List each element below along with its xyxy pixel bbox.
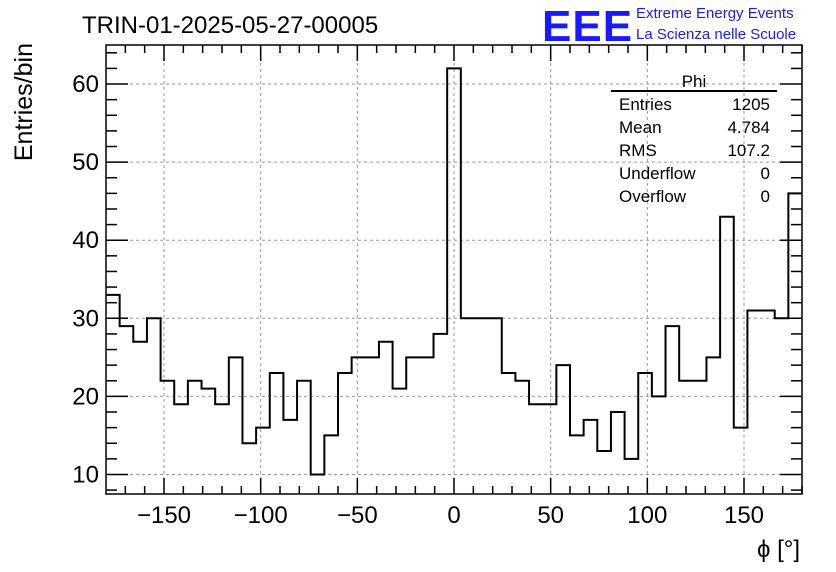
histogram-bin: [461, 318, 475, 494]
histogram-bin: [775, 318, 789, 494]
histogram-bin: [434, 334, 448, 494]
stats-row-value: 0: [761, 187, 770, 206]
x-axis-label: ϕ [°]: [757, 536, 800, 563]
y-axis-label: Entries/bin: [10, 43, 38, 161]
y-tick-label: 10: [72, 461, 99, 488]
histogram-bin: [488, 318, 502, 494]
histogram-bin: [311, 474, 325, 494]
logo-line-1: Extreme Energy Events: [636, 5, 794, 22]
histogram-bin: [174, 404, 188, 494]
histogram-bin: [679, 381, 693, 494]
stats-row-label: Mean: [619, 118, 662, 137]
histogram-bin: [215, 404, 229, 494]
stats-row-value: 0: [761, 164, 770, 183]
x-tick-label: −50: [337, 502, 378, 529]
histogram-bin: [229, 357, 243, 494]
histogram-bin: [666, 326, 680, 494]
histogram-bin: [543, 404, 557, 494]
stats-row-value: 4.784: [727, 118, 770, 137]
histogram-bin: [638, 373, 652, 494]
y-tick-label: 50: [72, 149, 99, 176]
stats-box: Phi Entries 1205 Mean 4.784 RMS 107.2 Underflo…: [611, 72, 777, 206]
histogram-bin: [120, 326, 134, 494]
eee-logo: EEE Extreme Energy Events La Scienza nel…: [542, 2, 796, 51]
y-tick-label: 30: [72, 305, 99, 332]
histogram-bin: [529, 404, 543, 494]
histogram-bin: [788, 193, 802, 494]
histogram-bin: [393, 389, 407, 494]
grid: [106, 45, 802, 494]
histogram-bin: [188, 381, 202, 494]
histogram-bin: [693, 381, 707, 494]
histogram-bin: [242, 443, 256, 494]
stats-row-value: 1205: [732, 95, 770, 114]
histogram-bin: [706, 357, 720, 494]
chart-title: TRIN-01-2025-05-27-00005: [82, 12, 378, 39]
histogram-bin: [379, 342, 393, 494]
stats-row-label: Overflow: [619, 187, 687, 206]
histogram-bin: [502, 373, 516, 494]
histogram-bin: [365, 357, 379, 494]
histogram-bin: [625, 459, 639, 494]
histogram-bin: [324, 435, 338, 494]
y-tick-label: 40: [72, 227, 99, 254]
x-tick-label: −150: [137, 502, 191, 529]
histogram-bin: [338, 373, 352, 494]
histogram-bin: [161, 381, 175, 494]
histogram-bin: [420, 357, 434, 494]
stats-row-label: Entries: [619, 95, 672, 114]
histogram-bin: [270, 373, 284, 494]
histogram-bin: [570, 435, 584, 494]
stats-row-label: RMS: [619, 141, 657, 160]
x-tick-label: −100: [234, 502, 288, 529]
histogram-bin: [406, 357, 420, 494]
stats-row-label: Underflow: [619, 164, 696, 183]
x-tick-label: 100: [627, 502, 667, 529]
histogram-bin: [202, 389, 216, 494]
histogram-bin: [720, 217, 734, 494]
histogram-bin: [133, 342, 147, 494]
histogram-bin: [747, 310, 761, 494]
histogram-bin: [147, 318, 161, 494]
y-tick-label: 60: [72, 71, 99, 98]
histogram-bin: [106, 295, 120, 494]
histogram-bin: [297, 381, 311, 494]
stats-rows: Entries 1205 Mean 4.784 RMS 107.2 Underflow 0 Ov…: [619, 95, 770, 206]
stats-row-value: 107.2: [727, 141, 770, 160]
x-tick-label: 150: [724, 502, 764, 529]
histogram-bin: [584, 420, 598, 494]
histogram-outline: [106, 67, 802, 476]
histogram-bin: [515, 381, 529, 494]
histogram-bin: [734, 428, 748, 494]
histogram-bin: [761, 310, 775, 494]
histogram-bin: [256, 428, 270, 494]
histogram-bin: [474, 318, 488, 494]
x-axis-ticks: −150 −100 −50 0 50 100 150: [124, 45, 803, 529]
stats-title: Phi: [682, 72, 707, 91]
logo-mark: EEE: [542, 2, 633, 51]
histogram-bin: [611, 412, 625, 494]
logo-line-2: La Scienza nelle Scuole: [636, 26, 796, 43]
x-tick-label: 0: [447, 502, 460, 529]
histogram-bin: [352, 357, 366, 494]
x-tick-label: 50: [537, 502, 564, 529]
histogram-bin: [652, 396, 666, 494]
histogram-bin: [283, 420, 297, 494]
y-axis-ticks: 10 20 30 40 50 60: [72, 52, 802, 491]
y-tick-label: 20: [72, 383, 99, 410]
